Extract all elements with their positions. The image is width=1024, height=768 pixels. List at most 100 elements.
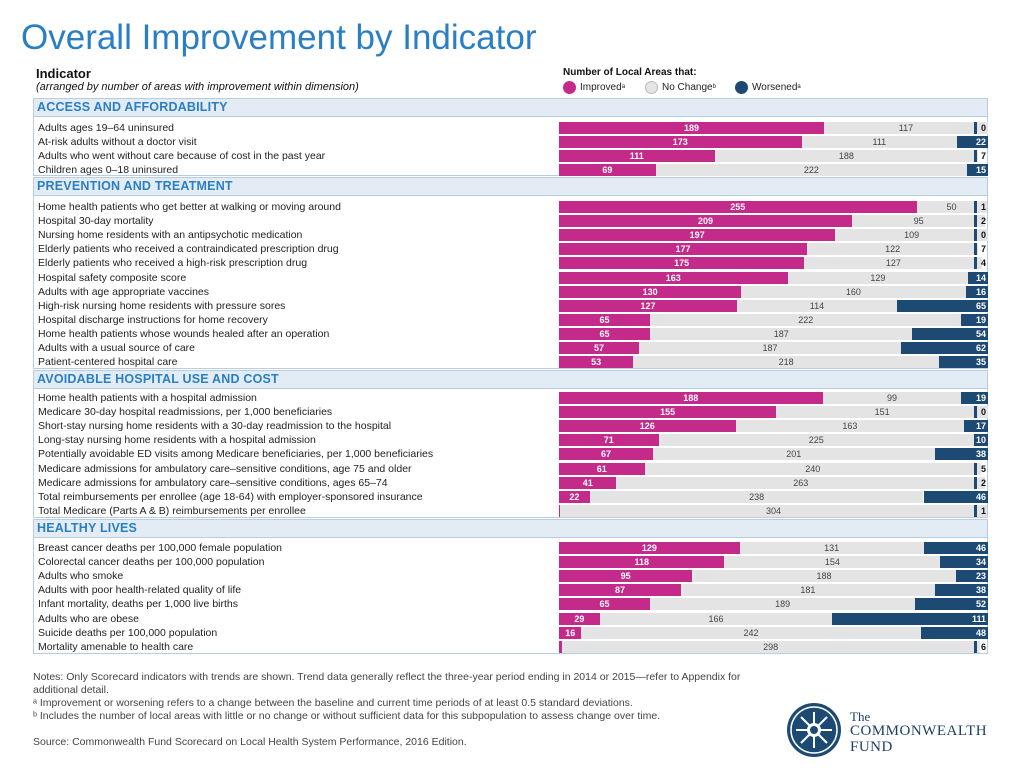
bar-worsened: 10 [973,434,988,447]
bar-worsened: 22 [957,136,988,149]
bar-no-change: 122 [807,243,979,256]
legend-label-worsened: Worsened [752,81,798,93]
bar-no-change: 181 [680,584,935,597]
row-label: Total reimbursements per enrollee (age 1… [38,490,423,503]
bar-worsened: 0 [974,229,988,242]
bar-worsened: 35 [938,356,988,369]
bar-improved: 61 [559,462,645,475]
bar-no-change: 242 [581,626,921,639]
row-label: Home health patients whose wounds healed… [38,327,330,340]
bar-improved: 163 [559,271,788,284]
logo-line-3: FUND [850,739,893,755]
section-header: HEALTHY LIVES [33,519,988,538]
bar-no-change: 187 [638,342,902,354]
bar-improved: 175 [559,257,805,270]
bar-improved: 67 [559,448,653,461]
legend-swatch-improved [563,80,576,94]
bar-improved: 188 [559,392,823,404]
row-label: Medicare 30-day hospital readmissions, p… [38,406,333,419]
bar-no-change: 188 [692,570,956,583]
bar-no-change: 189 [650,598,916,611]
bar-improved: 127 [559,299,738,312]
bar-improved: 53 [559,356,634,369]
bar-worsened: 48 [920,626,988,639]
bar-no-change: 240 [644,462,981,475]
row-label: Hospital discharge instructions for home… [38,313,268,326]
bar-improved: 177 [559,243,808,256]
bar-worsened: 6 [974,640,988,653]
bar-worsened: 17 [964,420,988,433]
row-label: Adults who are obese [38,612,139,625]
row-label: Medicare admissions for ambulatory care–… [38,462,412,475]
bar-improved: 29 [559,612,600,625]
bar-improved: 173 [559,136,802,149]
bar-no-change: 160 [741,285,966,298]
row-label: Adults who went without care because of … [38,150,326,163]
bar-worsened: 111 [832,612,988,625]
bar-worsened: 7 [974,150,988,163]
bar-worsened: 4 [974,257,988,270]
seal-icon [787,703,841,757]
bar-no-change: 222 [655,164,967,177]
indicator-subheader: (arranged by number of areas with improv… [36,81,359,93]
bar-no-change: 151 [776,406,988,419]
bar-no-change: 225 [658,434,974,447]
bar-worsened: 0 [974,122,988,134]
bar-worsened: 54 [912,327,988,340]
bar-no-change: 298 [561,640,980,653]
bar-worsened: 14 [968,271,988,284]
row-label: At-risk adults without a doctor visit [38,136,197,149]
bar-no-change: 263 [616,476,986,489]
legend-label-improved: Improved [580,81,622,93]
bar-worsened: 38 [934,584,988,597]
section-header: AVOIDABLE HOSPITAL USE AND COST [33,370,988,389]
bar-worsened: 16 [965,285,988,298]
bar-improved: 130 [559,285,742,298]
bar-no-change: 114 [737,299,897,312]
row-label: Potentially avoidable ED visits among Me… [38,448,434,461]
bar-no-change: 163 [735,420,965,433]
bar-improved: 65 [559,313,651,326]
row-label: Breast cancer deaths per 100,000 female … [38,542,282,554]
bar-improved: 189 [559,122,824,134]
bar-no-change: 95 [852,215,986,228]
row-label: Adults ages 19–64 uninsured [38,122,175,134]
bar-improved: 118 [559,556,725,569]
row-label: Adults with age appropriate vaccines [38,285,210,298]
bar-no-change: 111 [801,136,958,149]
bar-worsened: 46 [923,490,988,503]
legend-swatch-no-change [645,80,658,94]
note-b: ᵇ Includes the number of local areas wit… [33,710,661,722]
bar-worsened: 34 [940,556,988,569]
bar-improved: 22 [559,490,590,503]
bar-improved: 126 [559,420,736,433]
bar-no-change: 222 [650,313,962,326]
commonwealth-fund-logo: The COMMONWEALTH FUND [786,702,1006,762]
bar-improved: 87 [559,584,681,597]
bar-worsened: 7 [974,243,988,256]
bar-worsened: 1 [974,504,988,517]
bar-worsened: 1 [974,201,988,213]
bar-worsened: 5 [974,462,988,475]
bar-improved: 57 [559,342,639,354]
bar-improved: 16 [559,626,582,639]
section-header: ACCESS AND AFFORDABILITY [33,98,988,117]
bar-no-change: 50 [916,201,987,213]
bar-worsened: 19 [961,392,988,404]
row-label: Elderly patients who received a contrain… [38,243,339,256]
bar-improved: 69 [559,164,656,177]
bar-improved: 129 [559,542,740,554]
bar-no-change: 166 [599,612,833,625]
bar-worsened: 38 [934,448,988,461]
note-main: Notes: Only Scorecard indicators with tr… [33,671,741,696]
legend-title: Number of Local Areas that: [563,67,697,78]
source-text: Source: Commonwealth Fund Scorecard on L… [33,736,467,748]
row-label: Elderly patients who received a high-ris… [38,257,308,270]
bar-no-change: 154 [724,556,941,569]
row-label: Adults who smoke [38,570,124,583]
bar-worsened: 19 [961,313,988,326]
bar-improved: 209 [559,215,852,228]
bar-no-change: 99 [822,392,962,404]
row-label: Long-stay nursing home residents with a … [38,434,316,447]
